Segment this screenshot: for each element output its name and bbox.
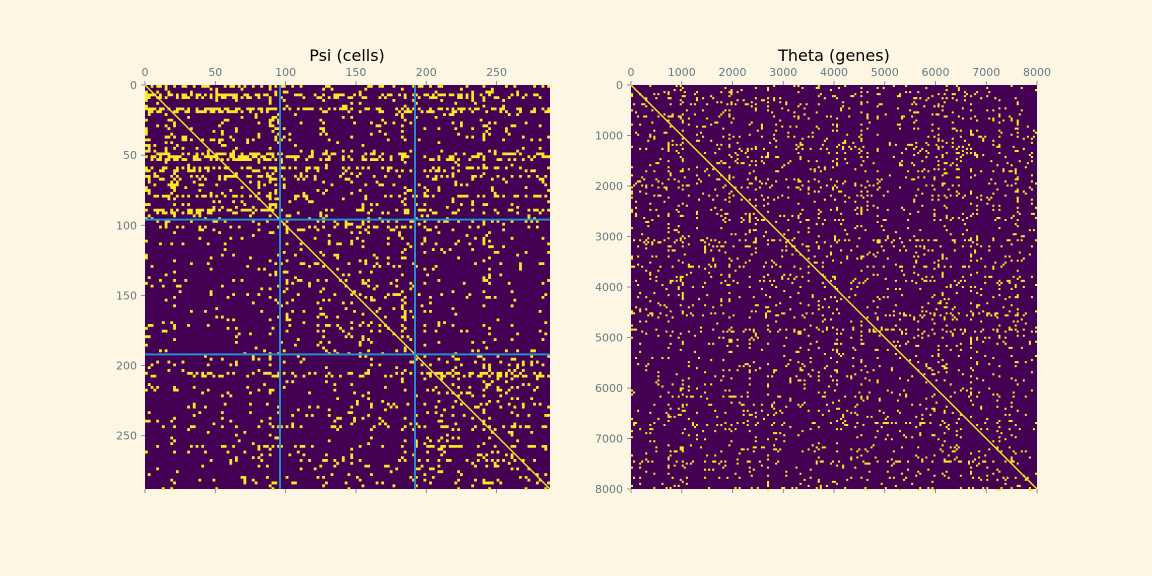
psi-x-axis-ticks: 0 50 100 150 200 250 bbox=[142, 66, 507, 493]
theta-matrix-nonzero-cells bbox=[631, 85, 1037, 491]
psi-x-tick-label: 200 bbox=[416, 66, 437, 79]
psi-x-tick-label: 100 bbox=[275, 66, 296, 79]
psi-matrix bbox=[144, 84, 551, 490]
theta-diagonal bbox=[630, 84, 1038, 490]
psi-heatmap-panel: Psi (cells) 0 50 100 150 200 250 0 50 100 150 200… bbox=[116, 46, 551, 493]
psi-y-tick-label: 250 bbox=[116, 430, 137, 443]
theta-y-tick-label: 4000 bbox=[595, 281, 623, 294]
psi-y-tick-label: 0 bbox=[130, 79, 137, 92]
theta-x-tick-label: 4000 bbox=[820, 66, 848, 79]
theta-y-tick-label: 1000 bbox=[595, 130, 623, 143]
psi-block-separators bbox=[145, 85, 550, 489]
theta-matrix bbox=[630, 84, 1038, 491]
theta-y-tick-label: 7000 bbox=[595, 433, 623, 446]
theta-heatmap-panel: Theta (genes) 0 1000 2000 3000 4000 5000 6000 7… bbox=[595, 46, 1051, 496]
theta-y-tick-label: 2000 bbox=[595, 180, 623, 193]
theta-y-tick-label: 0 bbox=[616, 79, 623, 92]
psi-x-tick-label: 0 bbox=[142, 66, 149, 79]
psi-y-tick-label: 150 bbox=[116, 289, 137, 302]
theta-y-tick-label: 3000 bbox=[595, 231, 623, 244]
psi-y-tick-label: 100 bbox=[116, 219, 137, 232]
theta-x-tick-label: 1000 bbox=[668, 66, 696, 79]
theta-title: Theta (genes) bbox=[777, 46, 890, 65]
psi-y-axis-ticks: 0 50 100 150 200 250 bbox=[116, 79, 145, 443]
theta-x-tick-label: 8000 bbox=[1023, 66, 1051, 79]
theta-y-tick-label: 8000 bbox=[595, 483, 623, 496]
psi-diagonal bbox=[144, 84, 551, 490]
psi-title: Psi (cells) bbox=[309, 46, 385, 65]
psi-x-tick-label: 250 bbox=[486, 66, 507, 79]
theta-y-axis-ticks: 0 1000 2000 3000 4000 5000 6000 7000 8000 bbox=[595, 79, 631, 496]
theta-x-tick-label: 6000 bbox=[922, 66, 950, 79]
theta-x-axis-ticks: 0 1000 2000 3000 4000 5000 6000 7000 8000 bbox=[628, 66, 1051, 493]
theta-x-tick-label: 3000 bbox=[769, 66, 797, 79]
psi-y-tick-label: 50 bbox=[123, 149, 137, 162]
theta-x-tick-label: 5000 bbox=[871, 66, 899, 79]
theta-x-tick-label: 7000 bbox=[972, 66, 1000, 79]
psi-x-tick-label: 150 bbox=[345, 66, 366, 79]
psi-x-tick-label: 50 bbox=[208, 66, 222, 79]
theta-y-tick-label: 6000 bbox=[595, 382, 623, 395]
theta-x-tick-label: 2000 bbox=[719, 66, 747, 79]
psi-y-tick-label: 200 bbox=[116, 360, 137, 373]
theta-x-tick-label: 0 bbox=[628, 66, 635, 79]
theta-y-tick-label: 5000 bbox=[595, 332, 623, 345]
